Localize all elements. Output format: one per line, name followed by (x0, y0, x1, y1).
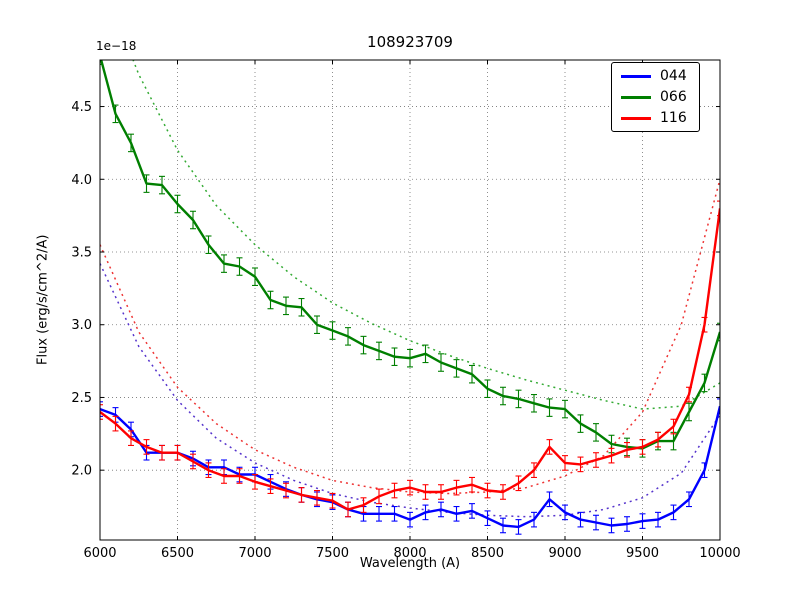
model-116 (100, 179, 720, 495)
x-tick-label: 6500 (161, 546, 194, 561)
y-tick-label: 4.0 (71, 173, 92, 188)
y-tick-label: 2.0 (71, 464, 92, 479)
x-tick-label: 9500 (626, 546, 659, 561)
y-axis-offset-label: 1e−18 (96, 39, 137, 53)
legend-label: 044 (660, 68, 687, 84)
x-tick-label: 8500 (471, 546, 504, 561)
legend-label: 116 (660, 110, 687, 126)
model-curves (100, 60, 720, 518)
legend-line-sample (621, 74, 651, 78)
model-044 (100, 263, 720, 518)
x-tick-label: 7500 (316, 546, 349, 561)
line-116 (100, 208, 720, 511)
y-tick-label: 4.5 (71, 100, 92, 115)
x-axis-label: Wavelength (A) (359, 556, 461, 571)
y-axis-label: Flux (erg/s/cm^2/A) (35, 234, 51, 366)
error-bars-066 (100, 60, 720, 458)
x-tick-label: 9000 (548, 546, 581, 561)
line-066 (100, 60, 720, 450)
series-044 (100, 398, 720, 535)
x-tick-label: 6000 (83, 546, 116, 561)
legend-label: 066 (660, 89, 687, 105)
tick-labels: 6000 6500 7000 7500 8000 8500 9000 9500 10000 2.0… (71, 100, 740, 561)
error-bars-044 (100, 398, 720, 535)
legend: 044 066 116 (611, 62, 700, 132)
legend-entry-044: 044 (621, 69, 687, 83)
y-tick-label: 3.5 (71, 246, 92, 261)
x-tick-label: 10000 (699, 546, 740, 561)
y-tick-label: 2.5 (71, 391, 92, 406)
series-116 (100, 200, 720, 518)
y-tick-label: 3.0 (71, 318, 92, 333)
x-tick-label: 8000 (393, 546, 426, 561)
series-066 (100, 60, 720, 458)
legend-line-sample (621, 116, 651, 120)
chart-title: 108923709 (367, 33, 453, 51)
legend-entry-066: 066 (621, 90, 687, 104)
line-044 (100, 405, 720, 529)
legend-line-sample (621, 95, 651, 99)
x-tick-label: 7000 (238, 546, 271, 561)
legend-entry-116: 116 (621, 111, 687, 125)
